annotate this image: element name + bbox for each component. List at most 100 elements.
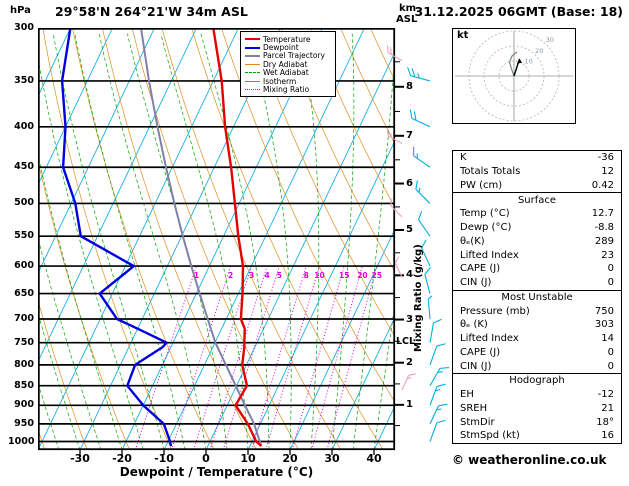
- table-row-value: 12.7: [591, 208, 614, 220]
- hodograph-ring-label: 20: [535, 47, 543, 55]
- legend-item: Parcel Trajectory: [245, 51, 332, 61]
- pressure-tick-label: 900: [14, 399, 34, 411]
- hodograph-unit-label: kt: [457, 30, 469, 41]
- table-row: StmSpd (kt) 16: [453, 429, 621, 443]
- table-row-label: CAPE (J): [460, 346, 501, 358]
- table-row-value: 14: [601, 333, 614, 345]
- table-row-label: θₑ(K): [460, 235, 485, 247]
- table-row: SREH 21: [453, 401, 621, 415]
- sounding-indices-table: K -36 Totals Totals 12 PW (cm) 0.42 Surface Tem…: [452, 150, 622, 444]
- table-row: Totals Totals 12: [453, 165, 621, 179]
- mixing-ratio-value-label: 15: [339, 271, 350, 281]
- km-tick-label: 7: [406, 129, 413, 141]
- table-row-label: Totals Totals: [460, 166, 521, 178]
- copyright-text: © weatheronline.co.uk: [452, 453, 607, 467]
- temperature-tick-label: 30: [324, 452, 340, 465]
- table-row-value: -12: [597, 389, 614, 401]
- table-row: Pressure (mb) 750: [453, 304, 621, 318]
- table-row-label: SREH: [460, 402, 488, 414]
- table-row-label: Dewp (°C): [460, 222, 512, 234]
- datetime-title: 31.12.2025 06GMT (Base: 18): [414, 4, 623, 19]
- temperature-tick-label: -30: [70, 452, 90, 465]
- legend-swatch: [245, 80, 260, 82]
- table-row-value: 16: [601, 430, 614, 442]
- legend-label: Mixing Ratio: [263, 85, 310, 95]
- table-row-value: -8.8: [594, 222, 614, 234]
- pressure-tick-label: 950: [14, 417, 34, 429]
- chart-frame: [38, 28, 396, 451]
- hodograph-trace: [508, 51, 518, 77]
- hodograph-ring: [468, 30, 560, 122]
- table-row: CAPE (J) 0: [453, 262, 621, 276]
- pressure-tick-label: 300: [14, 22, 34, 33]
- legend-swatch: [245, 63, 260, 65]
- legend-swatch: [245, 72, 260, 74]
- mixing-ratio-value-label: 1: [193, 271, 200, 281]
- table-row: CIN (J) 0: [453, 359, 621, 373]
- table-row-value: 0: [607, 346, 614, 358]
- hodograph-ring: [483, 45, 545, 107]
- mixing-ratio-axis-label: Mixing Ratio (g/kg): [413, 244, 424, 352]
- table-row-value: 0: [607, 360, 614, 372]
- temperature-curve: [212, 28, 263, 447]
- legend-swatch: [245, 89, 260, 91]
- km-axis-unit: km: [399, 3, 417, 14]
- legend-label: Dry Adiabat: [263, 59, 308, 69]
- hodograph-panel: 10 20 30: [452, 28, 576, 124]
- table-row-label: StmDir: [460, 416, 495, 428]
- legend-item: Wet Adiabat: [245, 68, 332, 78]
- table-row-label: θₑ (K): [460, 319, 488, 331]
- temperature-tick-label: 40: [366, 452, 382, 465]
- chart-legend: Temperature Dewpoint Parcel Trajectory Dry …: [240, 31, 336, 97]
- pressure-tick-label: 400: [14, 120, 34, 132]
- table-row: Lifted Index 14: [453, 332, 621, 346]
- legend-item: Isotherm: [245, 77, 332, 86]
- legend-item: Temperature: [245, 34, 332, 44]
- mixing-ratio-value-label: 8: [303, 271, 309, 281]
- legend-label: Parcel Trajectory: [263, 51, 325, 61]
- table-row-label: CIN (J): [460, 277, 492, 289]
- pressure-tick-label: 650: [14, 287, 34, 299]
- pressure-tick-label: 500: [14, 197, 34, 209]
- table-row-label: K: [460, 152, 467, 164]
- mixing-ratio-value-label: 2: [227, 271, 234, 281]
- table-row-label: PW (cm): [460, 179, 503, 191]
- km-tick-label: 6: [406, 177, 413, 189]
- table-row-value: 750: [594, 305, 614, 317]
- isotherm-lines: [38, 28, 395, 450]
- km-tick-label: 1: [406, 398, 413, 410]
- table-row-value: 18°: [596, 416, 614, 428]
- table-row-value: 0.42: [591, 179, 614, 191]
- legend-label: Temperature: [263, 34, 311, 44]
- pressure-unit-label: hPa: [10, 5, 31, 16]
- table-row: Lifted Index 23: [453, 248, 621, 262]
- hodograph-ring-label: 10: [524, 57, 532, 65]
- temperature-tick-label: 20: [282, 452, 298, 465]
- chart-area: [38, 28, 395, 450]
- km-tick-label: 8: [406, 80, 413, 92]
- mixing-ratio-value-label: 10: [314, 271, 325, 281]
- table-row-value: 289: [594, 235, 614, 247]
- legend-swatch: [245, 54, 260, 57]
- table-section-header: Hodograph: [453, 373, 621, 388]
- table-row-value: 0: [607, 277, 614, 289]
- km-ticks: [395, 61, 404, 427]
- table-row-label: StmSpd (kt): [460, 430, 520, 442]
- legend-label: Dewpoint: [263, 43, 299, 53]
- pressure-tick-label: 1000: [8, 435, 35, 447]
- table-row-value: 21: [601, 402, 614, 414]
- km-tick-label: 2: [406, 356, 413, 368]
- mixing-ratio-value-label: 25: [371, 271, 383, 281]
- table-row: Dewp (°C) -8.8: [453, 221, 621, 235]
- pressure-tick-label: 550: [14, 230, 34, 242]
- mixing-ratio-lines: [134, 265, 378, 450]
- skewt-chart: [38, 28, 450, 455]
- station-title: 29°58'N 264°21'W 34m ASL: [55, 4, 248, 19]
- parcel-trajectory-curve: [140, 28, 263, 447]
- legend-label: Wet Adiabat: [263, 68, 309, 78]
- table-section-header: Surface: [453, 192, 621, 207]
- table-row-value: 0: [607, 263, 614, 275]
- dry-adiabat-lines: [38, 28, 395, 450]
